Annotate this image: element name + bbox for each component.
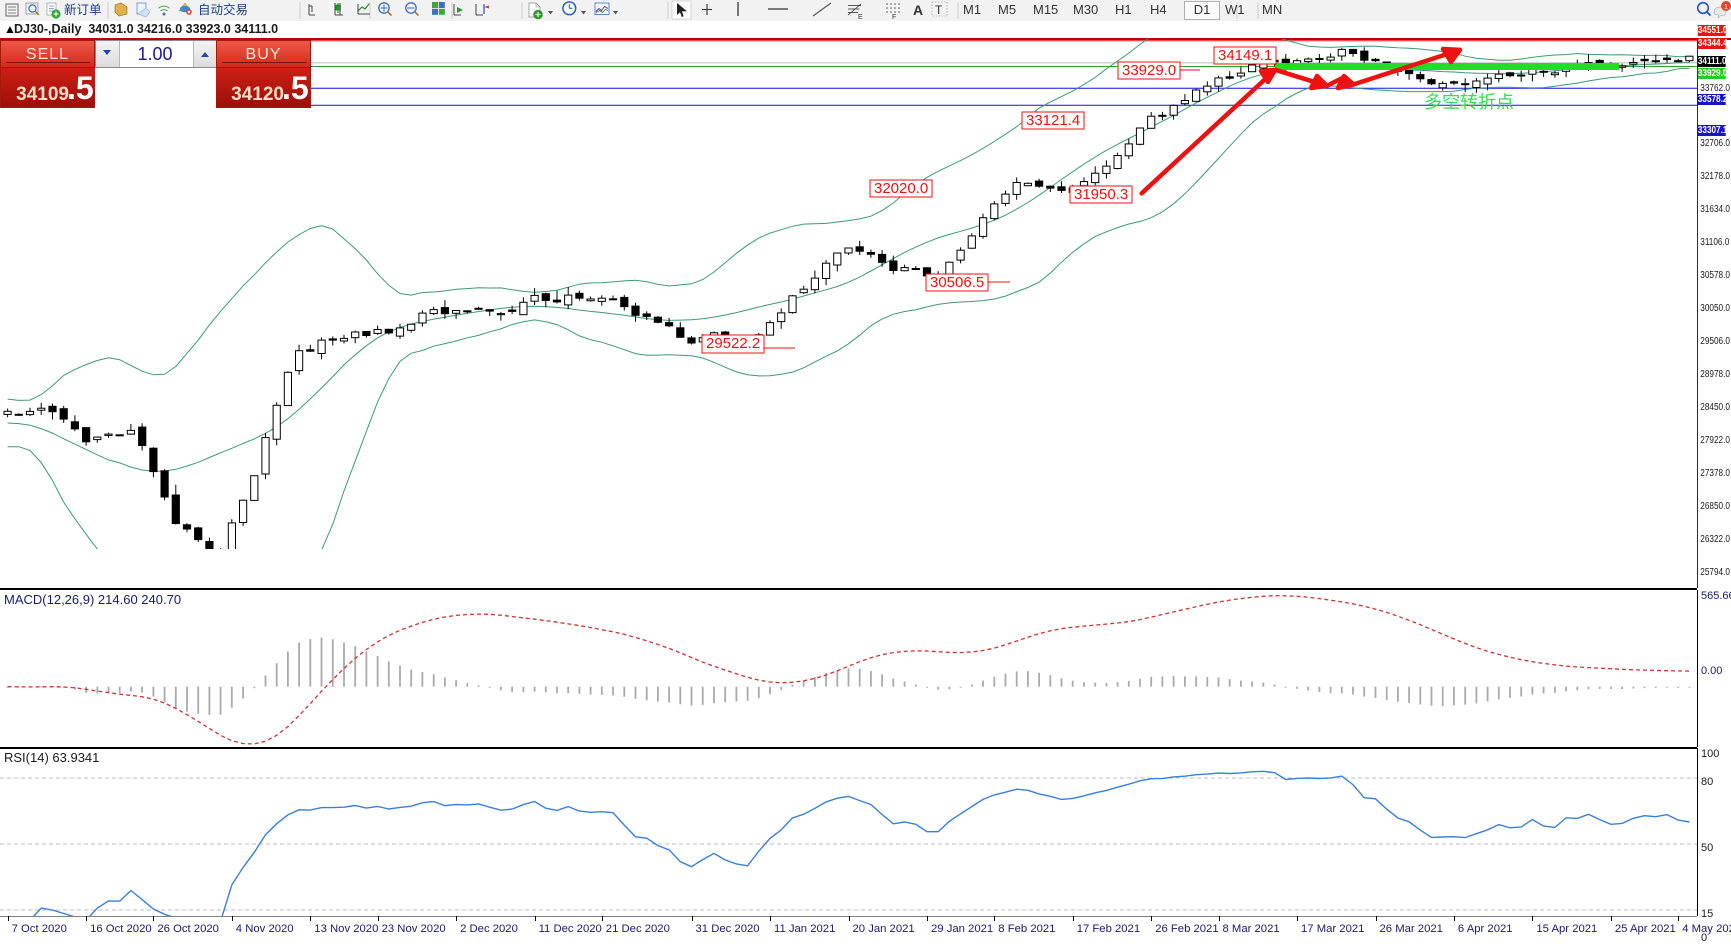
svg-text:33929.0: 33929.0: [1122, 62, 1176, 79]
svg-text:多空转折点: 多空转折点: [1424, 88, 1514, 114]
svg-text:33121.4: 33121.4: [1026, 112, 1080, 129]
svg-text:31950.3: 31950.3: [1074, 186, 1128, 203]
svg-text:32020.0: 32020.0: [874, 180, 928, 197]
svg-text:34149.1: 34149.1: [1218, 47, 1272, 64]
svg-text:30506.5: 30506.5: [930, 274, 984, 291]
svg-text:29522.2: 29522.2: [706, 335, 760, 352]
svg-text:1: 1: [1724, 4, 1728, 11]
